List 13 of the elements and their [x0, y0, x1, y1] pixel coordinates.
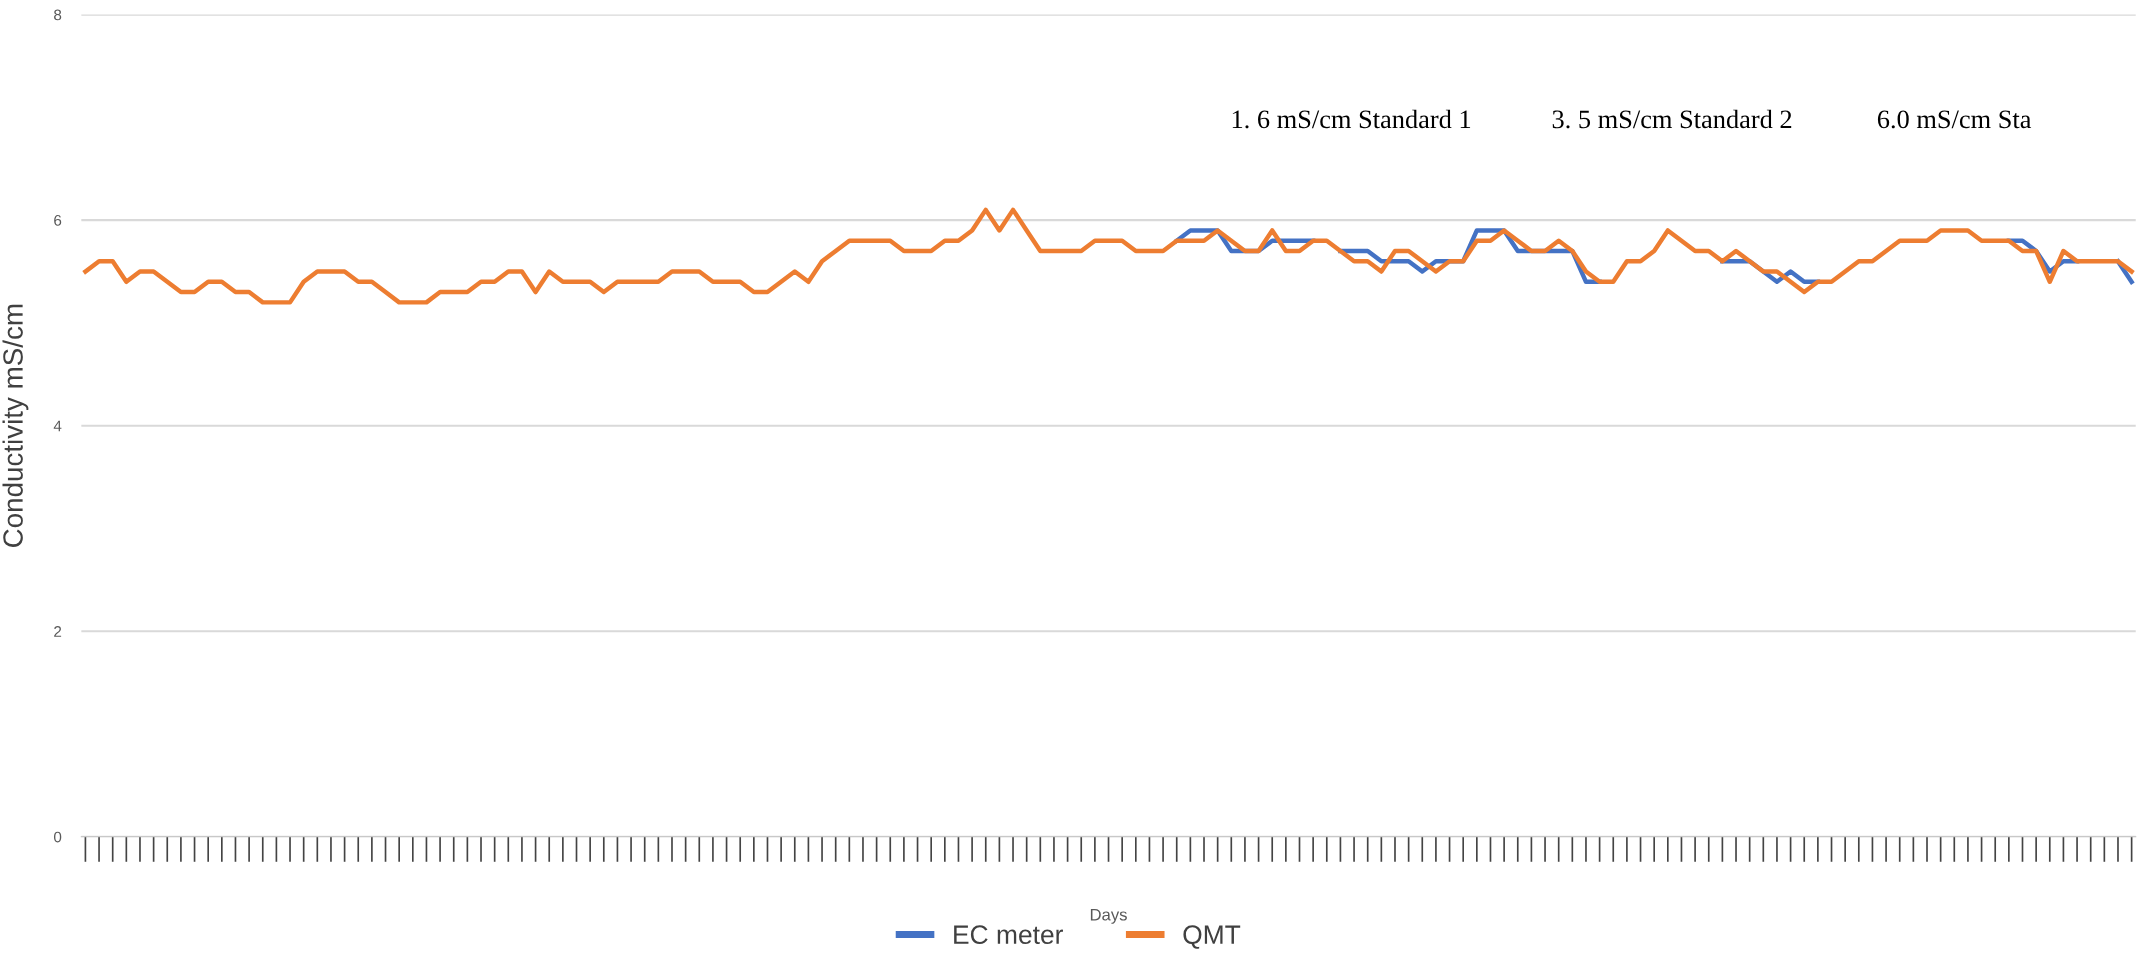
legend-label: EC meter: [954, 925, 1063, 945]
y-axis-title: Conductivity mS/cm: [2, 304, 29, 547]
y-tick-label: 8: [54, 9, 62, 21]
y-tick-label: 6: [54, 215, 62, 226]
annotation: 1. 6 mS/cm Standard 1: [1232, 109, 1471, 129]
line-series: [83, 207, 2134, 305]
annotation: 6.0 mS/cm Sta: [1877, 110, 2032, 129]
x-axis-title: Days: [1090, 908, 1127, 924]
y-tick-label: 0: [53, 831, 62, 843]
legend-label: QMT: [1183, 925, 1241, 949]
y-tick-label: 2: [54, 626, 62, 637]
annotation: 3. 5 mS/cm Standard 2: [1552, 109, 1792, 129]
y-tick-label: 4: [53, 420, 62, 432]
